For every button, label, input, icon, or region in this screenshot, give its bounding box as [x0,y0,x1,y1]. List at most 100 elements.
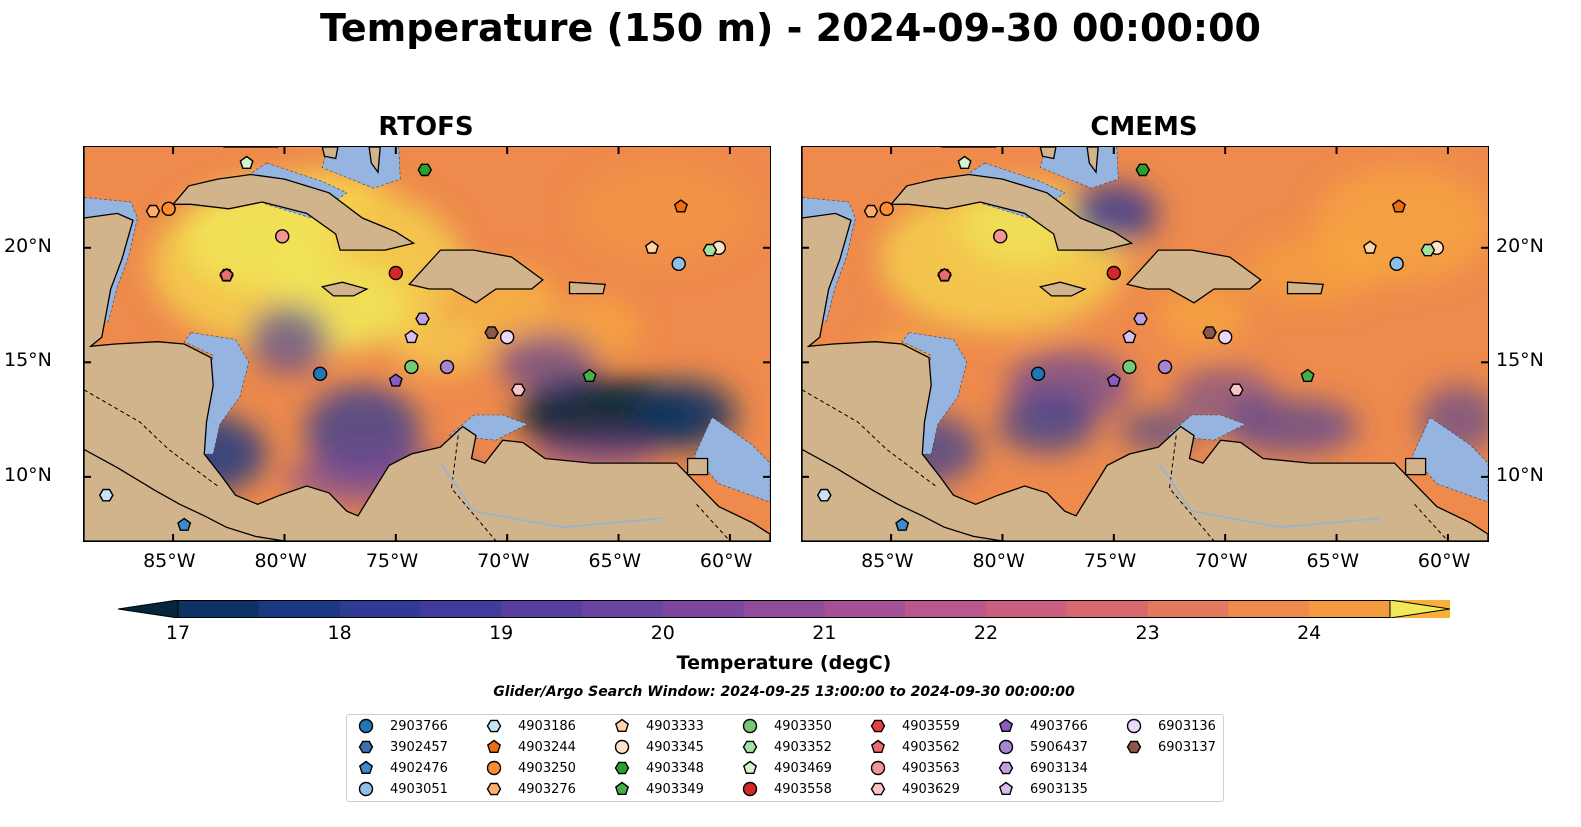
legend-marker-pentagon [998,718,1014,733]
platform-marker-4903333 [644,240,659,254]
lon-tick-label: 60°W [699,550,753,572]
legend-marker-shape [870,719,886,733]
colorbar-tick-label: 24 [1297,622,1322,644]
platform-marker-6903136 [499,329,515,345]
legend-marker-hexagon [870,719,886,733]
colorbar-segment [662,600,745,618]
legend-label: 4903559 [902,718,960,734]
legend-label: 4903051 [390,781,448,797]
legend-marker-hexagon [358,740,374,754]
legend-marker-shape [742,760,758,775]
platform-marker-4903766 [388,373,403,387]
lat-tick-label: 20°N [1496,234,1544,257]
legend-marker-shape [358,781,374,797]
map-svg-cmems [802,147,1488,541]
land-trinidad [686,457,709,476]
colorbar-tick-label: 18 [327,622,352,644]
shelf-region [183,332,250,455]
land-pacific [802,448,1003,541]
shelf-region [1039,147,1119,189]
river-line [1157,462,1382,529]
legend-label: 2903766 [390,718,448,734]
platform-marker-4903766 [1106,373,1121,387]
legend-marker-circle [1126,718,1142,734]
legend-marker-shape [1126,718,1142,734]
colorbar-segment [258,600,341,618]
lon-tick-label: 70°W [477,550,530,572]
legend-label: 6903137 [1158,739,1216,755]
legend-label: 6903135 [1030,781,1088,797]
lon-tick-label: 80°W [972,550,1025,572]
legend-marker-circle [998,739,1014,755]
legend-marker-shape [358,760,374,775]
platform-marker-4902476 [895,517,910,531]
colorbar-segment [743,600,825,618]
legend-item: 5906437 [997,737,1088,757]
legend-label: 4902476 [390,760,448,776]
legend-item: 4903276 [485,779,576,799]
temperature-blob [1247,236,1382,306]
colorbar-segment [420,600,502,618]
land-jamaica [1038,281,1087,297]
river-line [439,462,664,529]
colorbar-segment [501,600,583,618]
legend-label: 4903333 [646,718,704,734]
legend-marker-shape [486,782,502,796]
legend-item: 6903135 [997,779,1088,799]
platform-marker-4903352 [1420,243,1436,257]
border-line [1414,503,1449,541]
legend-item: 4903345 [613,737,704,757]
platform-marker-4903350 [1122,359,1137,375]
lon-tick-label: 80°W [254,550,307,572]
legend-marker-shape [358,740,374,754]
legend-marker-pentagon [358,760,374,775]
legend-item: 4903186 [485,716,576,736]
legend-label: 4903350 [774,718,832,734]
border-line [450,435,497,541]
legend-label: 4903629 [902,781,960,797]
legend-marker-shape [998,739,1014,755]
legend-item: 4903562 [869,737,960,757]
border-line [802,389,936,487]
legend-item: 6903137 [1125,737,1216,757]
legend-label: 4903186 [518,718,576,734]
lon-tick-label: 85°W [861,550,914,572]
platform-marker-4903629 [1228,383,1244,397]
shelf-region [1411,416,1488,503]
land-jamaica [320,281,369,297]
legend-label: 4903469 [774,760,832,776]
land-cuba [889,173,1134,251]
platform-marker-6903134 [415,312,430,326]
legend-item: 4903563 [869,758,960,778]
legend-marker-hexagon [486,719,502,733]
legend-label: 6903136 [1158,718,1216,734]
map-layers [802,147,1488,541]
land-bahamas2 [368,147,381,174]
platform-marker-5906437 [439,359,455,375]
legend-marker-shape [742,718,758,734]
temperature-blob [391,314,490,374]
legend-label: 4903348 [646,760,704,776]
legend-marker-pentagon [870,739,886,754]
lon-tick-label: 65°W [588,550,641,572]
border-line [696,503,731,541]
platform-marker-4903250 [879,201,894,217]
temperature-blob [998,394,1096,454]
legend-marker-shape [998,781,1014,796]
colorbar-label: Temperature (degC) [676,652,892,674]
colorbar-tick-label: 19 [489,622,514,644]
legend-item: 4903350 [741,716,832,736]
platform-legend: 2903766 3902457 4902476 4903051 4903186 49032… [346,714,1224,802]
shelf-region [901,332,968,455]
legend-marker-pentagon [486,739,502,754]
legend-marker-hexagon [486,782,502,796]
platform-marker-6903136 [1217,329,1233,345]
legend-label: 4903352 [774,739,832,755]
legend-marker-shape [1126,740,1142,754]
legend-label: 6903134 [1030,760,1088,776]
legend-marker-pentagon [614,718,630,733]
platform-marker-4903276 [863,204,879,218]
legend-marker-circle [742,781,758,797]
legend-marker-hexagon [614,761,630,775]
lon-tick-label: 60°W [1417,550,1471,572]
